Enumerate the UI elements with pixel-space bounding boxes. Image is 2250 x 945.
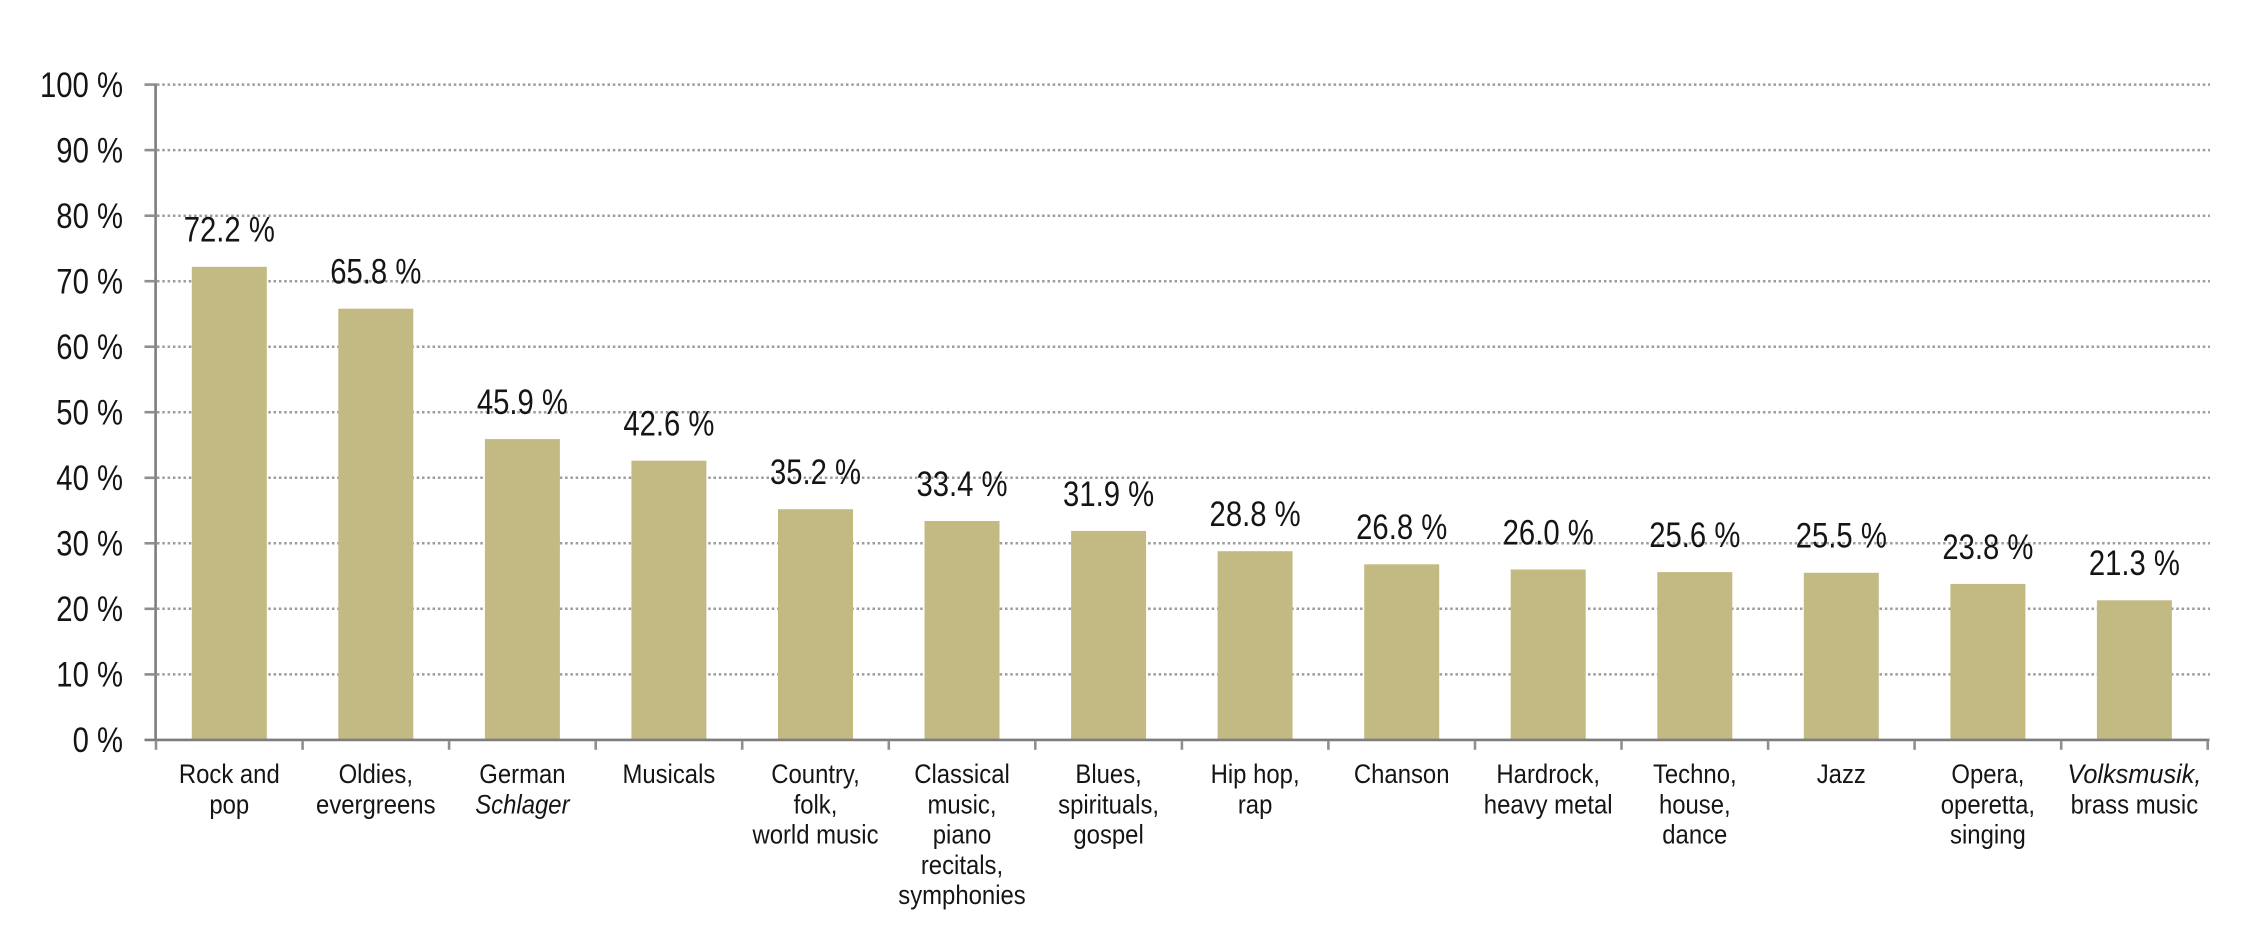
svg-text:piano: piano — [933, 820, 992, 850]
svg-text:house,: house, — [1659, 789, 1731, 819]
svg-text:gospel: gospel — [1073, 820, 1143, 850]
svg-text:Rock and: Rock and — [179, 759, 280, 789]
svg-text:brass music: brass music — [2071, 789, 2199, 819]
svg-text:Hip hop,: Hip hop, — [1211, 759, 1300, 789]
svg-text:German: German — [479, 759, 565, 789]
svg-text:45.9 %: 45.9 % — [477, 383, 568, 422]
svg-text:heavy metal: heavy metal — [1484, 789, 1613, 819]
svg-text:28.8 %: 28.8 % — [1210, 495, 1301, 534]
svg-text:rap: rap — [1238, 789, 1273, 819]
svg-text:33.4 %: 33.4 % — [916, 465, 1007, 504]
svg-text:0 %: 0 % — [73, 721, 123, 760]
svg-text:Oldies,: Oldies, — [339, 759, 413, 789]
svg-text:singing: singing — [1950, 820, 2026, 850]
svg-text:42.6 %: 42.6 % — [623, 405, 714, 444]
svg-text:Blues,: Blues, — [1075, 759, 1141, 789]
svg-text:90 %: 90 % — [56, 131, 123, 170]
svg-text:25.5 %: 25.5 % — [1796, 517, 1887, 556]
svg-text:26.8 %: 26.8 % — [1356, 508, 1447, 547]
svg-text:recitals,: recitals, — [921, 850, 1003, 880]
svg-text:60 %: 60 % — [56, 328, 123, 367]
svg-text:72.2 %: 72.2 % — [184, 211, 275, 250]
svg-text:65.8 %: 65.8 % — [330, 253, 421, 292]
svg-text:pop: pop — [209, 789, 249, 819]
svg-text:50 %: 50 % — [56, 394, 123, 433]
svg-text:23.8 %: 23.8 % — [1942, 528, 2033, 567]
svg-text:evergreens: evergreens — [316, 789, 436, 819]
svg-text:operetta,: operetta, — [1941, 789, 2035, 819]
svg-text:music,: music, — [928, 789, 997, 819]
svg-text:10 %: 10 % — [56, 656, 123, 695]
svg-text:folk,: folk, — [794, 789, 838, 819]
svg-text:dance: dance — [1662, 820, 1727, 850]
svg-text:40 %: 40 % — [56, 459, 123, 498]
svg-text:Musicals: Musicals — [622, 759, 715, 789]
svg-text:Classical: Classical — [914, 759, 1010, 789]
svg-text:35.2 %: 35.2 % — [770, 453, 861, 492]
svg-text:20 %: 20 % — [56, 590, 123, 629]
svg-text:Hardrock,: Hardrock, — [1496, 759, 1600, 789]
svg-text:spirituals,: spirituals, — [1058, 789, 1159, 819]
svg-text:symphonies: symphonies — [898, 880, 1026, 910]
svg-text:30 %: 30 % — [56, 525, 123, 564]
svg-text:31.9 %: 31.9 % — [1063, 475, 1154, 514]
svg-text:26.0 %: 26.0 % — [1503, 513, 1594, 552]
svg-text:21.3 %: 21.3 % — [2089, 544, 2180, 583]
svg-text:25.6 %: 25.6 % — [1649, 516, 1740, 555]
svg-text:world music: world music — [752, 820, 879, 850]
svg-text:Schlager: Schlager — [475, 789, 570, 819]
svg-text:Techno,: Techno, — [1653, 759, 1737, 789]
svg-text:Opera,: Opera, — [1951, 759, 2024, 789]
svg-text:Jazz: Jazz — [1817, 759, 1866, 789]
svg-text:70 %: 70 % — [56, 263, 123, 302]
svg-text:Volksmusik,: Volksmusik, — [2067, 759, 2201, 789]
svg-text:100 %: 100 % — [40, 66, 123, 105]
svg-text:Chanson: Chanson — [1354, 759, 1450, 789]
svg-text:80 %: 80 % — [56, 197, 123, 236]
svg-text:Country,: Country, — [771, 759, 860, 789]
